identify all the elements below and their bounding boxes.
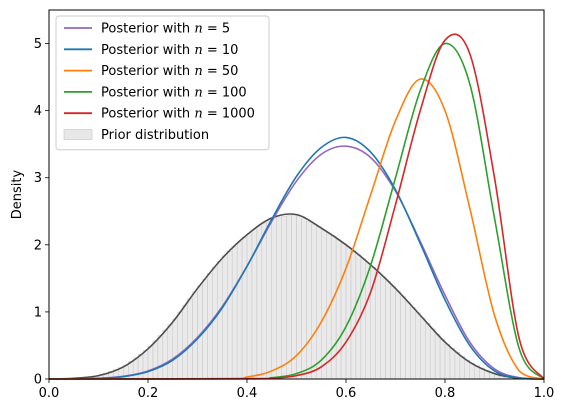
prior-bar: [266, 219, 272, 380]
series-line-4: [48, 33, 545, 380]
prior-bar: [256, 226, 263, 380]
prior-bar: [410, 307, 416, 380]
prior-bar: [311, 223, 317, 380]
prior-bar: [425, 323, 431, 380]
prior-bar: [276, 216, 282, 380]
series-line-1: [48, 136, 545, 380]
prior-bar: [167, 324, 173, 380]
prior-bar: [182, 305, 188, 380]
prior-bar: [217, 261, 223, 380]
prior-bar: [226, 250, 233, 380]
prior-bar: [286, 215, 292, 380]
prior-bar: [261, 222, 268, 380]
y-tick-label: 1: [34, 305, 42, 320]
prior-bar: [420, 317, 426, 380]
series-line-2: [48, 78, 545, 380]
y-tick-label: 4: [34, 104, 42, 119]
y-tick-label: 0: [34, 373, 42, 388]
legend-label: Posterior with n = 5: [101, 22, 230, 37]
prior-bar: [157, 335, 164, 380]
prior-bar: [306, 221, 312, 380]
prior-bar: [429, 328, 436, 380]
prior-bar: [291, 214, 297, 380]
legend-label: Posterior with n = 10: [101, 43, 238, 58]
prior-bar: [162, 329, 169, 380]
legend-label: Posterior with n = 50: [101, 64, 238, 79]
plot-frame: [48, 9, 545, 380]
prior-bar: [375, 271, 381, 380]
prior-bar: [439, 339, 446, 380]
prior-bar: [395, 290, 401, 380]
prior-bar: [415, 312, 421, 380]
y-axis: 0 1 2 3 4 5: [34, 37, 49, 388]
y-tick-label: 5: [34, 37, 42, 52]
prior-bar: [231, 246, 238, 380]
x-tick-label: 1.0: [534, 386, 555, 401]
prior-bar: [380, 276, 386, 380]
prior-bar: [400, 296, 406, 380]
prior-bar: [385, 281, 391, 380]
prior-kde-line: [48, 213, 545, 380]
prior-bar: [152, 340, 159, 380]
prior-bar: [187, 298, 193, 380]
series-layer: [48, 33, 545, 380]
prior-bar: [147, 345, 154, 380]
prior-bar: [236, 241, 243, 380]
prior-bar: [469, 363, 475, 380]
prior-bar: [177, 311, 183, 380]
prior-bar: [192, 291, 198, 380]
x-tick-label: 0.8: [435, 386, 456, 401]
prior-bar: [390, 285, 396, 380]
prior-bar: [434, 333, 441, 380]
prior-bar: [137, 354, 144, 380]
prior-bar: [360, 258, 367, 380]
prior-bar: [271, 217, 277, 380]
y-axis-label: Density: [10, 169, 25, 219]
prior-bar: [449, 347, 456, 380]
prior-bar: [444, 343, 451, 380]
prior-bar: [464, 360, 470, 380]
legend: Posterior with n = 5 Posterior with n = 1…: [55, 15, 270, 151]
prior-bar: [222, 255, 228, 380]
x-tick-label: 0.4: [237, 386, 258, 401]
prior-bar: [405, 301, 411, 380]
y-tick-label: 3: [34, 171, 42, 186]
legend-label: Posterior with n = 100: [101, 85, 247, 100]
prior-bar: [281, 216, 287, 380]
prior-bar: [241, 236, 248, 380]
prior-bar: [340, 242, 347, 380]
legend-label: Posterior with n = 1000: [101, 107, 255, 122]
prior-histogram: [48, 213, 545, 380]
legend-label-prior: Prior distribution: [101, 128, 209, 143]
prior-bar: [301, 218, 307, 380]
legend-swatch-prior: [63, 129, 93, 140]
x-axis: 0.0 0.2 0.4 0.6 0.8 1.0: [39, 379, 555, 401]
prior-bar: [142, 350, 149, 380]
legend-box: [55, 15, 270, 151]
prior-bar: [212, 267, 218, 380]
x-tick-label: 0.2: [138, 386, 159, 401]
prior-bar: [246, 232, 253, 380]
prior-bar: [316, 226, 322, 380]
y-tick-label: 2: [34, 238, 42, 253]
prior-bar: [365, 262, 371, 380]
prior-bar: [454, 351, 461, 380]
prior-bar: [172, 318, 178, 380]
prior-bar: [335, 239, 342, 380]
x-tick-label: 0.0: [39, 386, 60, 401]
x-tick-label: 0.6: [336, 386, 357, 401]
prior-bar: [459, 355, 466, 380]
